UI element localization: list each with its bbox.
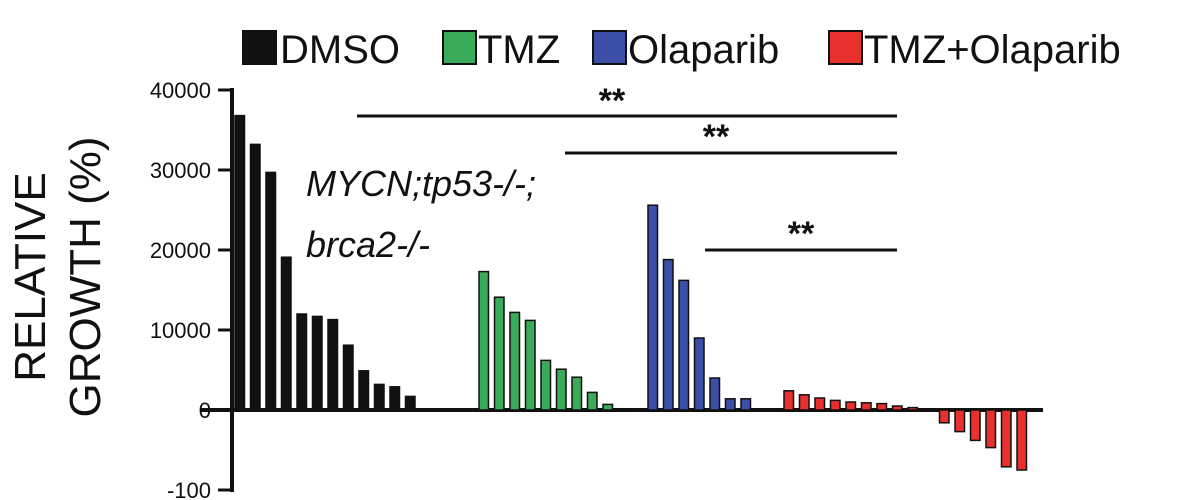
bar-dmso — [296, 313, 308, 411]
sig-marker-tmz-vs-combo: ** — [703, 118, 730, 156]
bar-dmso — [327, 318, 339, 411]
legend-label-tmz-olaparib: TMZ+Olaparib — [864, 28, 1121, 72]
bar-tmz-olaparib — [985, 409, 997, 449]
bar-tmz-olaparib — [891, 405, 903, 411]
y-tick-label: 30000 — [150, 158, 211, 183]
y-ticks: 40000 30000 20000 10000 0 -100 — [150, 78, 232, 500]
bar-olaparib — [740, 398, 752, 411]
y-axis-label-line1: RELATIVE — [6, 172, 55, 381]
bar-dmso — [234, 114, 246, 411]
bar-dmso — [404, 395, 416, 411]
bar-tmz-olaparib — [798, 394, 810, 411]
y-tick-label: -100 — [167, 478, 211, 500]
bars — [234, 114, 1028, 471]
bar-tmz-olaparib — [783, 390, 795, 411]
bar-tmz — [586, 391, 598, 411]
bar-tmz — [571, 376, 583, 411]
y-tick-label: 20000 — [150, 238, 211, 263]
y-tick-label: 0 — [199, 398, 211, 423]
bar-dmso — [280, 256, 292, 411]
sig-marker-dmso-vs-combo: ** — [599, 82, 626, 120]
legend-swatch-tmz-olaparib — [828, 30, 863, 65]
bar-tmz-olaparib — [829, 399, 841, 411]
genotype-annotation-line1: MYCN;tp53-/-; — [306, 163, 536, 204]
bar-dmso — [249, 143, 261, 411]
bar-tmz — [478, 270, 490, 411]
bar-olaparib — [662, 258, 674, 411]
bar-olaparib — [724, 398, 736, 411]
legend-label-olaparib: Olaparib — [628, 28, 779, 72]
bar-olaparib — [709, 377, 721, 411]
bar-dmso — [358, 370, 370, 411]
bar-dmso — [265, 171, 277, 411]
genotype-annotation-line2: brca2-/- — [306, 224, 430, 265]
legend-swatch-dmso — [242, 30, 277, 65]
bar-dmso — [373, 383, 385, 411]
bar-olaparib — [693, 337, 705, 411]
legend: DMSO TMZ Olaparib TMZ+Olaparib — [242, 28, 1121, 72]
bar-tmz-olaparib — [1000, 409, 1012, 468]
bar-tmz-olaparib — [845, 401, 857, 411]
bar-tmz-olaparib — [876, 402, 888, 411]
legend-swatch-tmz — [442, 30, 477, 65]
bar-dmso — [311, 315, 323, 411]
legend-label-tmz: TMZ — [478, 28, 560, 72]
bar-dmso — [342, 344, 354, 411]
bar-tmz-olaparib — [814, 397, 826, 411]
bar-tmz-olaparib — [907, 406, 919, 411]
bar-tmz-olaparib — [1016, 409, 1028, 471]
bar-tmz — [524, 319, 536, 411]
bar-tmz — [509, 311, 521, 411]
bar-tmz-olaparib — [860, 402, 872, 411]
sig-marker-olaparib-vs-combo: ** — [788, 215, 815, 253]
bar-tmz-olaparib — [938, 409, 950, 424]
legend-label-dmso: DMSO — [280, 28, 400, 72]
bar-tmz — [540, 359, 552, 411]
legend-swatch-olaparib — [592, 30, 627, 65]
bar-olaparib — [678, 279, 690, 411]
bar-dmso — [389, 386, 401, 411]
y-axis-label-line2: GROWTH (%) — [61, 136, 110, 417]
bar-olaparib — [647, 204, 659, 411]
bar-tmz — [555, 368, 567, 411]
bar-tmz-olaparib — [954, 409, 966, 433]
y-tick-label: 40000 — [150, 78, 211, 103]
bar-tmz-olaparib — [969, 409, 981, 442]
bar-tmz — [493, 296, 505, 411]
y-tick-label: 10000 — [150, 318, 211, 343]
bar-tmz — [602, 403, 614, 411]
